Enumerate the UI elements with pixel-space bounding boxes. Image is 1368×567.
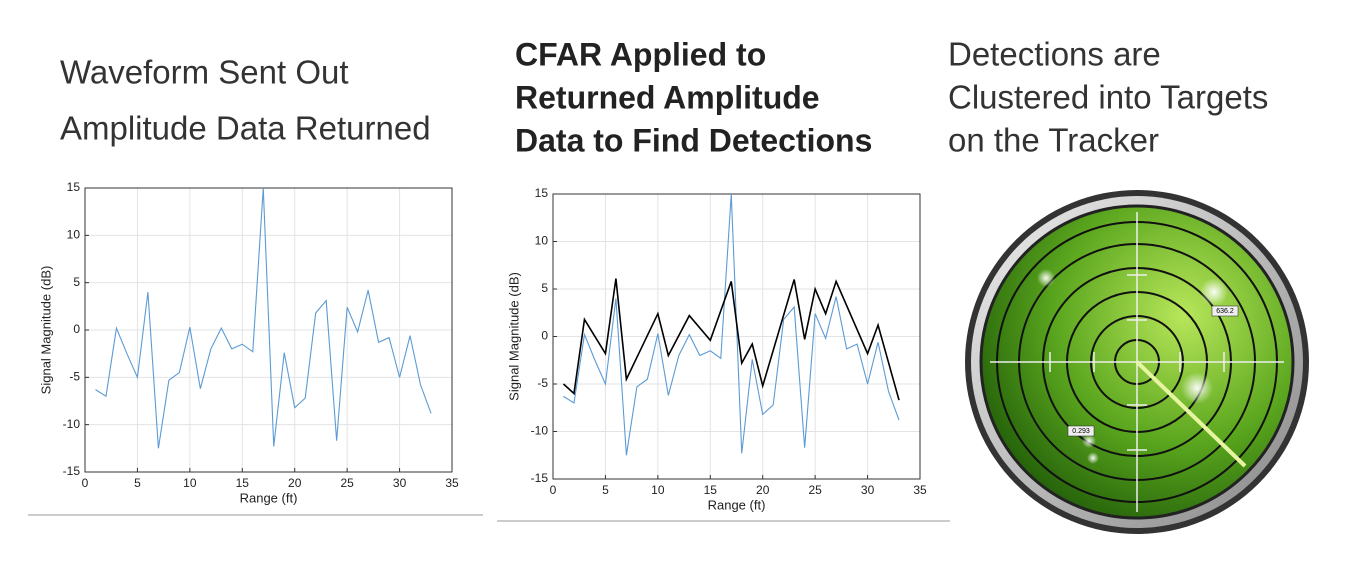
radar-label: 636.2: [1216, 308, 1234, 315]
y-axis-label: Signal Magnitude (dB): [38, 266, 53, 395]
x-tick-label: 10: [651, 483, 665, 497]
x-tick-label: 30: [393, 476, 407, 490]
x-axis-label: Range (ft): [240, 490, 298, 505]
x-tick-label: 15: [236, 476, 250, 490]
data-line: [95, 187, 432, 449]
heading: on the Tracker: [948, 122, 1159, 159]
heading: Clustered into Targets: [948, 79, 1268, 116]
y-axis-label: Signal Magnitude (dB): [506, 272, 521, 401]
y-tick-label: -5: [69, 370, 80, 384]
y-tick-label: -15: [531, 471, 549, 485]
y-tick-label: -5: [537, 376, 548, 390]
y-tick-label: -10: [63, 417, 81, 431]
x-tick-label: 5: [602, 483, 609, 497]
heading: CFAR Applied to: [515, 36, 766, 72]
x-axis-label: Range (ft): [708, 497, 766, 512]
x-tick-label: 10: [183, 476, 197, 490]
y-tick-label: 10: [67, 228, 81, 242]
y-tick-label: 10: [535, 234, 549, 248]
y-tick-label: 15: [67, 180, 81, 194]
data-line: [563, 193, 900, 456]
x-tick-label: 0: [550, 483, 557, 497]
x-tick-label: 25: [340, 476, 354, 490]
chart: -15 -10 -5 0 5 10 15 0 5 10 15 20 25 30 35 Range (ft) Si…: [506, 186, 927, 512]
plot-frame: [84, 187, 453, 473]
heading: Data to Find Detections: [515, 122, 872, 158]
y-tick-label: 5: [73, 275, 80, 289]
x-tick-label: 35: [913, 483, 927, 497]
x-tick-label: 15: [704, 483, 718, 497]
y-tick-label: 0: [541, 329, 548, 343]
heading: Amplitude Data Returned: [60, 110, 431, 147]
heading: Returned Amplitude: [515, 79, 820, 115]
x-tick-label: 20: [756, 483, 770, 497]
x-tick-label: 0: [82, 476, 89, 490]
x-tick-label: 25: [808, 483, 822, 497]
y-tick-label: 5: [541, 281, 548, 295]
heading: Waveform Sent Out: [60, 54, 349, 91]
radar-label: 0.293: [1072, 428, 1090, 435]
heading: Detections are: [948, 36, 1161, 73]
y-tick-label: 15: [535, 186, 549, 200]
x-tick-label: 30: [861, 483, 875, 497]
data-line: [562, 278, 900, 401]
y-tick-label: 0: [73, 322, 80, 336]
x-tick-label: 5: [134, 476, 141, 490]
y-tick-label: -15: [63, 464, 81, 478]
chart: -15 -10 -5 0 5 10 15 0 5 10 15 20 25 30 35 Range (ft) Si…: [38, 180, 459, 505]
x-tick-label: 35: [445, 476, 459, 490]
y-tick-label: -10: [531, 424, 549, 438]
radar: 636.2 0.293: [965, 190, 1309, 534]
plot-frame: [552, 193, 921, 480]
x-tick-label: 20: [288, 476, 302, 490]
